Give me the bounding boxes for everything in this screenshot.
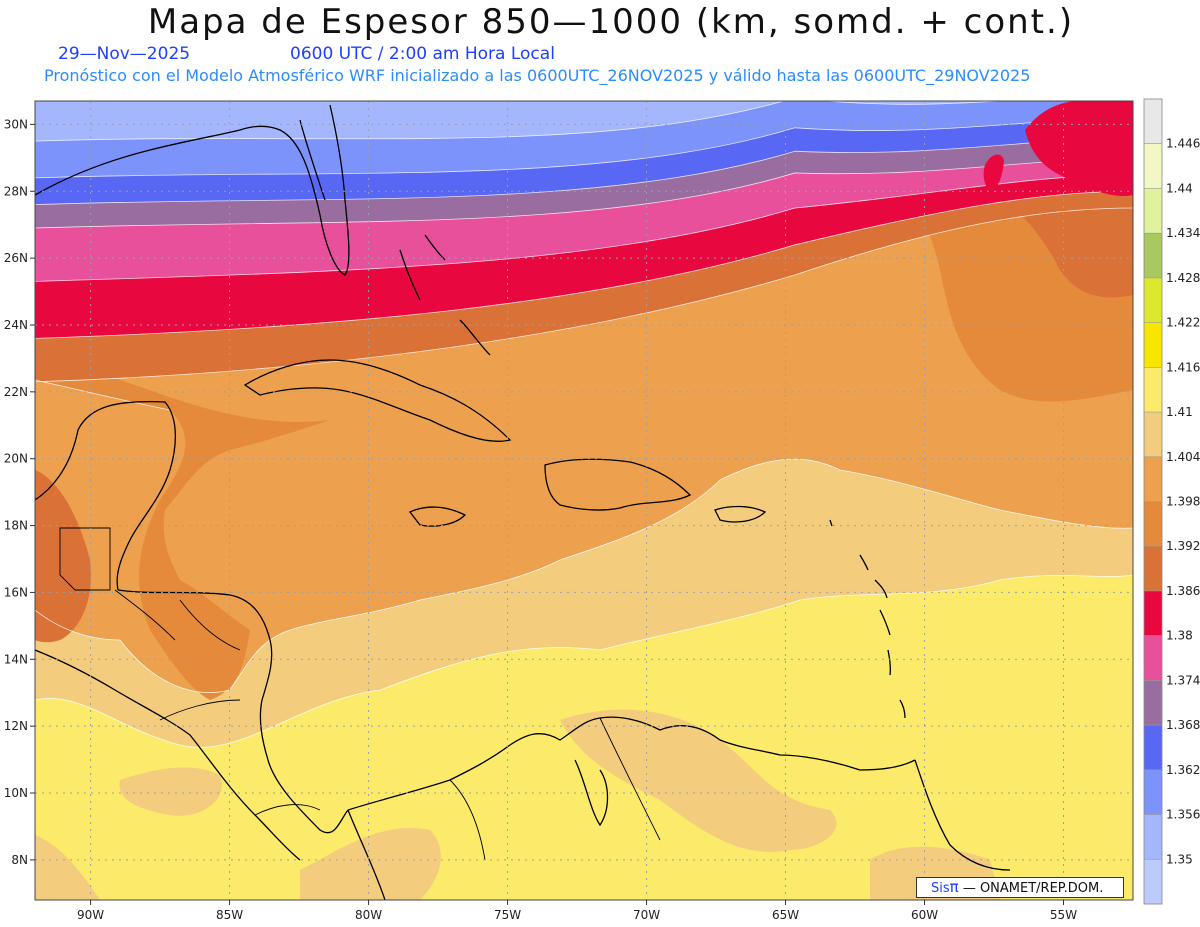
lon-tick-label: 65W bbox=[772, 908, 799, 922]
contour-line bbox=[35, 137, 1133, 206]
map-title: Mapa de Espesor 850—1000 (km, somd. + co… bbox=[147, 2, 1075, 42]
colorbar-label: 1.416 bbox=[1166, 360, 1200, 374]
colorbar-swatch bbox=[1144, 814, 1162, 860]
colorbar-label: 1.392 bbox=[1166, 539, 1200, 553]
model-subtitle: Pronóstico con el Modelo Atmosférico WRF… bbox=[44, 66, 1031, 85]
lon-tick-label: 70W bbox=[633, 908, 660, 922]
colorbar-swatch bbox=[1144, 859, 1162, 905]
colorbar-swatch bbox=[1144, 456, 1162, 502]
colorbar-swatch bbox=[1144, 590, 1162, 637]
lon-tick-label: 90W bbox=[77, 908, 104, 922]
lat-tick-label: 30N bbox=[4, 117, 28, 131]
colorbar-label: 1.356 bbox=[1166, 808, 1200, 822]
colorbar-label: 1.368 bbox=[1166, 718, 1200, 732]
contour-line bbox=[35, 157, 1133, 229]
colorbar-label: 1.35 bbox=[1166, 852, 1193, 866]
lon-tick-label: 60W bbox=[911, 908, 938, 922]
lat-tick-label: 28N bbox=[4, 184, 28, 198]
lon-tick-label: 75W bbox=[494, 908, 521, 922]
credit-org: — ONAMET/REP.DOM. bbox=[962, 881, 1104, 896]
colorbar-swatch bbox=[1144, 635, 1162, 681]
lon-tick-label: 55W bbox=[1050, 908, 1077, 922]
lat-tick-label: 14N bbox=[4, 652, 28, 666]
colorbar-label: 1.422 bbox=[1166, 316, 1200, 330]
colorbar-label: 1.398 bbox=[1166, 495, 1200, 509]
colorbar-swatch bbox=[1144, 233, 1162, 279]
colorbar-label: 1.44 bbox=[1166, 181, 1193, 195]
colorbar-swatch bbox=[1144, 143, 1162, 189]
lat-tick-label: 10N bbox=[4, 786, 28, 800]
credit-brand: Sis bbox=[931, 881, 950, 896]
lat-tick-label: 16N bbox=[4, 585, 28, 599]
colorbar-label: 1.41 bbox=[1166, 405, 1193, 419]
colorbar-label: 1.374 bbox=[1166, 673, 1200, 687]
colorbar-label: 1.386 bbox=[1166, 584, 1200, 598]
colorbar-swatch bbox=[1144, 367, 1162, 413]
contour-line bbox=[35, 174, 1133, 282]
colorbar-label: 1.404 bbox=[1166, 450, 1200, 464]
colorbar-swatch bbox=[1144, 680, 1162, 726]
contour-lines bbox=[35, 379, 1133, 748]
lat-tick-label: 26N bbox=[4, 251, 28, 265]
lat-tick-label: 22N bbox=[4, 385, 28, 399]
borders bbox=[59, 527, 661, 861]
lon-tick-label: 80W bbox=[355, 908, 382, 922]
graticule bbox=[35, 101, 1133, 900]
axis-labels: 90W 85W 80W 75W 70W 65W 60W 55W 30N 28N 26N 24N 22N 2… bbox=[4, 117, 1077, 922]
colorbar-label: 1.38 bbox=[1166, 629, 1193, 643]
colorbar-label: 1.446 bbox=[1166, 137, 1200, 151]
credit-pi: π bbox=[949, 878, 959, 896]
lat-tick-label: 8N bbox=[11, 853, 28, 867]
lat-tick-label: 24N bbox=[4, 318, 28, 332]
thickness-band bbox=[35, 101, 1001, 142]
colorbar-swatch bbox=[1144, 725, 1162, 771]
contour-line bbox=[35, 207, 1133, 383]
colorbar-swatch bbox=[1144, 322, 1162, 368]
lon-tick-label: 85W bbox=[216, 908, 243, 922]
colorbar-swatch bbox=[1144, 188, 1162, 234]
valid-date: 29—Nov—2025 bbox=[58, 44, 191, 64]
valid-time: 0600 UTC / 2:00 am Hora Local bbox=[290, 44, 555, 64]
coastlines bbox=[35, 104, 1011, 900]
colorbar: 1.446 1.44 1.434 1.428 1.422 1.416 1.41 1.404 1.… bbox=[1143, 98, 1200, 905]
colorbar-swatch bbox=[1144, 99, 1162, 145]
colorbar-swatch bbox=[1144, 501, 1162, 547]
contour-line bbox=[35, 117, 1133, 179]
colorbar-swatch bbox=[1144, 546, 1162, 592]
contour-line bbox=[35, 190, 1133, 339]
cold-bands bbox=[35, 101, 1133, 383]
colorbar-label: 1.362 bbox=[1166, 763, 1200, 777]
lat-tick-label: 20N bbox=[4, 452, 28, 466]
credit-box: Sisπ — ONAMET/REP.DOM. bbox=[916, 877, 1124, 898]
colorbar-swatch bbox=[1144, 769, 1162, 816]
colorbar-swatch bbox=[1144, 277, 1162, 324]
lat-tick-label: 12N bbox=[4, 719, 28, 733]
contour-line bbox=[35, 101, 1008, 142]
colorbar-label: 1.434 bbox=[1166, 226, 1200, 240]
colorbar-swatch bbox=[1144, 412, 1162, 458]
colorbar-label: 1.428 bbox=[1166, 271, 1200, 285]
plot-frame bbox=[34, 100, 1134, 901]
lat-tick-label: 18N bbox=[4, 519, 28, 533]
